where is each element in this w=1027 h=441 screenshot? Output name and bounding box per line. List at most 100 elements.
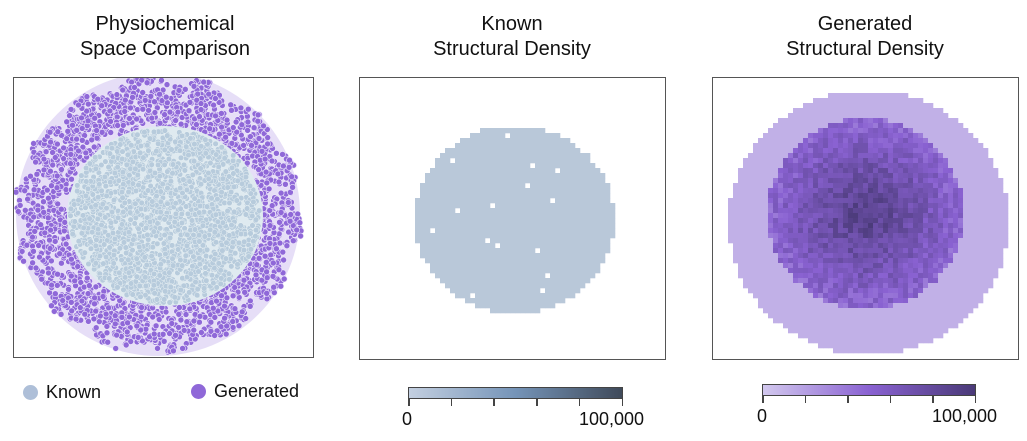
- generated-point: [21, 187, 28, 194]
- generated-point: [170, 347, 177, 355]
- generated-point: [232, 118, 240, 126]
- known-point: [161, 127, 168, 134]
- heatmap-cell: [565, 193, 571, 199]
- generated-point: [186, 98, 194, 106]
- heatmap-cell: [580, 193, 586, 199]
- known-point: [134, 171, 141, 179]
- heatmap-cell: [460, 173, 466, 179]
- heatmap-cell: [505, 173, 511, 179]
- heatmap-cell: [605, 188, 611, 194]
- generated-point: [122, 341, 130, 349]
- heatmap-cell: [440, 168, 446, 174]
- heatmap-cell: [515, 143, 521, 149]
- known-point: [151, 290, 158, 297]
- known-point: [230, 152, 237, 159]
- heatmap-cell: [595, 198, 601, 204]
- generated-point: [114, 122, 121, 129]
- heatmap-cell: [440, 208, 446, 214]
- heatmap-cell: [565, 153, 571, 159]
- generated-point: [27, 172, 34, 180]
- known-point: [115, 214, 122, 221]
- generated-point: [83, 93, 91, 100]
- known-point: [235, 239, 243, 246]
- heatmap-cell: [510, 153, 516, 159]
- heatmap-cell: [530, 153, 536, 159]
- heatmap-cell: [600, 193, 606, 199]
- known-point: [92, 154, 99, 161]
- heatmap-cell: [570, 188, 576, 194]
- heatmap-cell: [465, 208, 471, 214]
- known-point: [207, 159, 214, 167]
- known-point: [214, 196, 221, 203]
- generated-point: [186, 305, 194, 313]
- heatmap-cell: [520, 208, 526, 214]
- generated-point: [229, 292, 237, 300]
- heatmap-cell: [495, 138, 501, 144]
- heatmap-cell: [515, 168, 521, 174]
- heatmap-cell: [455, 218, 461, 224]
- heatmap-cell: [475, 133, 481, 139]
- generated-point: [134, 106, 141, 113]
- known-point: [129, 291, 136, 298]
- known-point: [133, 273, 140, 280]
- heatmap-cell: [530, 158, 536, 164]
- heatmap-cell: [465, 218, 471, 224]
- generated-point: [133, 115, 140, 123]
- generated-point: [58, 166, 65, 173]
- generated-point: [20, 257, 27, 265]
- scatter-title: Physiochemical Space Comparison: [5, 12, 325, 62]
- known-point: [123, 249, 130, 257]
- heatmap-cell: [460, 143, 466, 149]
- heatmap-cell: [540, 188, 546, 194]
- heatmap-cell: [565, 158, 571, 164]
- known-point: [161, 296, 168, 303]
- heatmap-cell: [560, 138, 566, 144]
- generated-point: [29, 259, 36, 267]
- known-point: [219, 175, 226, 182]
- heatmap-cell: [550, 208, 556, 214]
- generated-point: [255, 135, 263, 142]
- heatmap-cell: [585, 168, 591, 174]
- known-point: [132, 214, 139, 221]
- heatmap-cell: [500, 163, 506, 169]
- known-point: [177, 154, 185, 161]
- known-point: [89, 191, 96, 198]
- known-point: [125, 188, 132, 195]
- generated-point: [246, 303, 254, 310]
- generated-point: [258, 148, 266, 155]
- heatmap-cell: [460, 163, 466, 169]
- generated-point: [273, 150, 280, 157]
- generated-point: [263, 274, 271, 281]
- heatmap-cell: [500, 138, 506, 144]
- heatmap-cell: [535, 208, 541, 214]
- generated-point: [81, 310, 89, 318]
- heatmap-cell: [470, 218, 476, 224]
- known-point: [98, 221, 105, 229]
- heatmap-cell: [565, 138, 571, 144]
- known-point: [208, 195, 215, 202]
- known-point: [183, 242, 190, 249]
- heatmap-cell: [545, 168, 551, 174]
- known-point: [253, 227, 260, 234]
- heatmap-cell: [445, 218, 451, 224]
- generated-point: [276, 239, 284, 247]
- known-point: [67, 212, 74, 219]
- known-point: [109, 229, 117, 237]
- heatmap-cell: [525, 148, 531, 154]
- known-point: [182, 252, 189, 259]
- generated-point: [122, 96, 129, 104]
- generated-point: [51, 290, 59, 297]
- known-point: [164, 200, 171, 207]
- generated-point: [62, 240, 70, 248]
- heatmap-cell: [510, 183, 516, 189]
- generated-point: [40, 209, 48, 216]
- generated-point: [228, 106, 235, 114]
- known-point: [157, 198, 164, 205]
- heatmap-cell: [545, 188, 551, 194]
- generated-point: [196, 318, 203, 326]
- generated-point: [78, 114, 85, 122]
- known-point: [125, 229, 132, 236]
- generated-point: [235, 322, 243, 329]
- heatmap-cell: [530, 173, 536, 179]
- heatmap-cell: [550, 163, 556, 169]
